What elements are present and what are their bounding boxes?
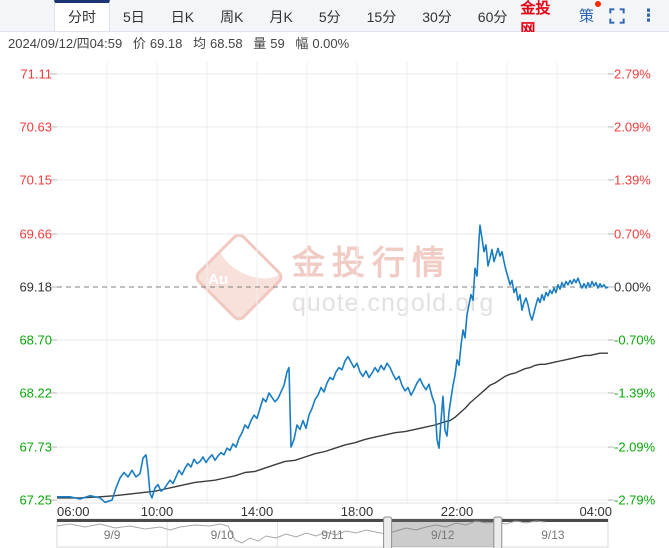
x-axis-label: 10:00 (141, 504, 174, 519)
tab-分时[interactable]: 分时 (54, 0, 110, 31)
period-tabs: 分时 5日 日K 周K 月K 5分 15分 30分 60分 (54, 0, 520, 31)
navigator-selection[interactable] (387, 519, 498, 547)
y-axis-left-label: 67.25 (19, 493, 52, 508)
y-axis-right-label: 2.09% (614, 119, 651, 134)
quote-info-bar: 2024/09/12/四04:59 价 69.18 均 68.58 量 59 幅 0.0… (0, 32, 669, 56)
price-label: 价 (132, 36, 146, 51)
x-axis-label: 14:00 (241, 504, 274, 519)
quote-datetime: 2024/09/12/四04:59 (8, 36, 123, 51)
navigator-box (56, 518, 609, 548)
y-axis-left-label: 68.22 (19, 385, 52, 400)
navigator-date-label: 9/11 (321, 528, 344, 542)
tab-周K[interactable]: 周K (220, 9, 244, 25)
navigator-handle-right[interactable] (493, 516, 503, 548)
watermark-title: 金投行情 (292, 246, 452, 282)
y-axis-right-label: -2.09% (614, 440, 656, 455)
price-value: 69.18 (149, 36, 183, 51)
navigator-mini-line (56, 520, 546, 544)
x-axis-label: 18:00 (341, 504, 374, 519)
volume-value: 59 (270, 36, 285, 51)
tab-60分[interactable]: 60分 (477, 9, 508, 25)
change-label: 幅 (295, 36, 309, 51)
tab-月K[interactable]: 月K (269, 9, 293, 25)
volume-label: 量 (253, 36, 267, 51)
tab-15分[interactable]: 15分 (366, 9, 397, 25)
y-axis-left-label: 69.18 (19, 280, 52, 295)
tab-bar-actions: 打开金投网APP 策 ⋮ (520, 0, 669, 56)
x-axis-label: 22:00 (441, 504, 474, 519)
series-均价线 (57, 352, 608, 499)
x-axis-label: 06:00 (57, 504, 90, 519)
series-价格线 (57, 224, 609, 504)
navigator-date-label: 9/10 (211, 528, 235, 542)
avg-label: 均 (193, 36, 207, 51)
watermark-url: quote.cngold.org (292, 289, 495, 317)
y-axis-right-label: -1.39% (614, 385, 656, 400)
navigator-date-label: 9/9 (104, 528, 121, 542)
y-axis-right-label: -0.70% (614, 332, 656, 347)
tab-30分[interactable]: 30分 (422, 9, 452, 25)
tab-5分[interactable]: 5分 (318, 9, 341, 25)
tab-日K[interactable]: 日K (170, 9, 195, 25)
tab-bar: 分时 5日 日K 周K 月K 5分 15分 30分 60分 打开金投网APP 策 ⋮ (0, 0, 669, 56)
y-axis-left-label: 71.11 (20, 66, 52, 81)
strategy-button[interactable]: 策 (578, 1, 601, 26)
strategy-label: 策 (578, 8, 594, 25)
more-options-icon[interactable]: ⋮ (640, 6, 657, 25)
x-axis-label: 04:00 (579, 504, 612, 519)
y-axis-left-label: 69.66 (19, 227, 52, 242)
avg-value: 68.58 (210, 36, 243, 51)
navigator-handle-left[interactable] (383, 516, 393, 548)
change-value: 0.00% (312, 36, 350, 51)
y-axis-left-label: 70.15 (19, 172, 52, 187)
y-axis-left-label: 68.70 (19, 332, 52, 347)
watermark-texts: 金投行情 quote.cngold.org (292, 236, 494, 318)
y-axis-left-label: 70.63 (19, 119, 52, 134)
y-axis-left-label: 67.73 (19, 440, 52, 455)
notification-dot-icon (595, 1, 601, 7)
y-axis-right-label: 0.00% (614, 280, 651, 295)
tab-5日[interactable]: 5日 (123, 9, 145, 25)
watermark: Au 金投行情 quote.cngold.org (192, 230, 494, 324)
navigator-date-label: 9/13 (541, 528, 565, 542)
navigator-top-bar (57, 519, 608, 522)
y-axis-right-label: 1.39% (614, 172, 651, 187)
y-axis-right-label: 0.70% (614, 227, 651, 242)
fullscreen-icon[interactable] (609, 7, 625, 24)
y-axis-right-label: -2.79% (614, 493, 656, 508)
navigator-date-label: 9/12 (431, 528, 455, 542)
y-axis-right-label: 2.79% (614, 66, 651, 81)
